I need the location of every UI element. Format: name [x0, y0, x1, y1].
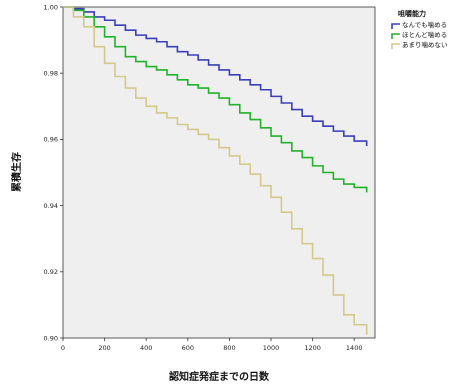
legend-entry: なんでも噛める: [402, 20, 447, 29]
legend-entry: あまり噛めない: [402, 40, 448, 49]
legend-swatch: [391, 43, 400, 49]
legend-title: 咀嚼能力: [398, 9, 426, 18]
y-tick-label: 0.92: [44, 268, 58, 276]
series-line-2: [63, 6, 368, 193]
y-axis-ticks: 0.90 0.92 0.94 0.96 0.98 1.00: [44, 3, 63, 342]
y-axis-title: 累積生存: [10, 152, 23, 192]
y-tick-label: 0.96: [44, 136, 58, 144]
y-tick-label: 0.90: [44, 334, 58, 342]
x-tick-label: 1400: [346, 344, 363, 352]
x-tick-label: 1200: [304, 344, 321, 352]
x-tick-label: 600: [182, 344, 194, 352]
y-tick-label: 0.98: [44, 70, 58, 78]
legend-entry: ほとんど噛める: [402, 30, 447, 39]
y-tick-label: 0.94: [44, 202, 58, 210]
legend-swatch: [391, 33, 400, 39]
series-lines: [63, 6, 368, 335]
x-tick-label: 1000: [263, 344, 280, 352]
x-tick-label: 800: [223, 344, 235, 352]
x-tick-label: 0: [61, 344, 65, 352]
x-axis-ticks: 0 200 400 600 800 1000 1200 1400: [61, 338, 363, 352]
x-tick-label: 400: [140, 344, 152, 352]
x-axis-title: 認知症発症までの日数: [169, 370, 270, 383]
x-tick-label: 200: [98, 344, 110, 352]
legend-swatch: [391, 23, 400, 29]
series-line-3: [63, 6, 368, 335]
y-tick-label: 1.00: [44, 3, 58, 11]
series-line-1: [63, 6, 368, 147]
